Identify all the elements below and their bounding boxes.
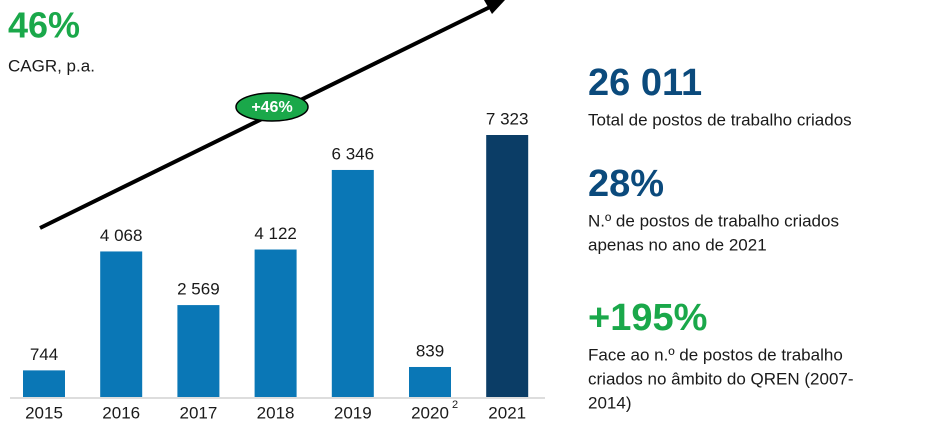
bar xyxy=(254,249,297,397)
bar xyxy=(177,305,220,397)
bar xyxy=(23,370,65,397)
x-tick-label: 2017 xyxy=(179,403,217,422)
stat-description: Face ao n.º de postos de trabalho xyxy=(588,345,843,364)
stat-description: criados no âmbito do QREN (2007- xyxy=(588,369,854,388)
bar xyxy=(486,135,529,397)
arrow-head xyxy=(484,0,505,14)
x-tick-label: 2018 xyxy=(257,403,295,422)
stat-value: 26 011 xyxy=(588,62,702,104)
stat-description: N.º de postos de trabalho criados xyxy=(588,211,839,230)
bar xyxy=(331,169,374,397)
stat-value: +195% xyxy=(588,297,707,339)
value-label: 6 346 xyxy=(332,144,375,163)
bar xyxy=(100,251,143,397)
bar xyxy=(409,366,451,397)
stat-description: apenas no ano de 2021 xyxy=(588,235,767,254)
x-tick-label: 2019 xyxy=(334,403,372,422)
x-tick-label: 2020 xyxy=(411,403,449,422)
annotation: +46% xyxy=(251,99,292,116)
value-label: 744 xyxy=(30,345,58,364)
stat-value: 28% xyxy=(588,163,664,205)
value-label: 839 xyxy=(416,341,444,360)
annotation-badge xyxy=(235,92,309,122)
value-label: 2 569 xyxy=(177,280,220,299)
chart-title: 46% xyxy=(8,5,80,46)
x-tick-label: 2015 xyxy=(25,403,63,422)
footnote-marker: 2 xyxy=(452,399,458,411)
value-label: 4 122 xyxy=(254,224,297,243)
stat-description: 2014) xyxy=(588,393,631,412)
x-tick-label: 2016 xyxy=(102,403,140,422)
x-tick-label: 2021 xyxy=(488,403,526,422)
value-label: 4 068 xyxy=(100,226,143,245)
chart-subtitle: CAGR, p.a. xyxy=(8,56,95,75)
stat-description: Total de postos de trabalho criados xyxy=(588,110,852,129)
value-label: 7 323 xyxy=(486,109,529,128)
